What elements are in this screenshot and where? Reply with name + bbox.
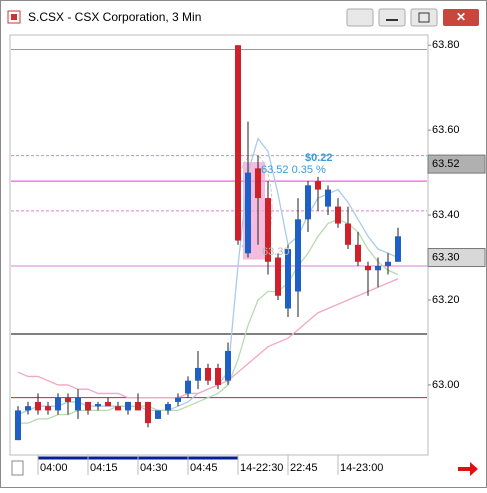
candle-body	[55, 397, 61, 411]
candle-body	[185, 380, 191, 394]
price-marker-label: 63.30	[432, 251, 460, 263]
candle-body	[75, 397, 81, 411]
price-marker	[427, 154, 486, 174]
candle-body	[335, 206, 341, 224]
annotation: $0.22	[305, 152, 333, 164]
y-tick-label: 63.80	[432, 39, 460, 51]
candle-body	[85, 401, 91, 411]
window-title: S.CSX - CSX Corporation, 3 Min	[28, 10, 201, 24]
candle-body	[235, 45, 241, 241]
candle-body	[375, 266, 381, 271]
candle-body	[105, 401, 111, 407]
price-marker	[427, 248, 486, 268]
candle-body	[35, 401, 41, 411]
candle-body	[365, 266, 371, 271]
y-tick-label: 63.20	[432, 294, 460, 306]
x-tick-label: 04:30	[140, 462, 168, 474]
x-tick-label: 04:00	[40, 462, 68, 474]
candle-body	[255, 168, 261, 199]
scroll-box[interactable]	[11, 460, 24, 476]
candle-body	[195, 367, 201, 381]
candle-body	[115, 406, 121, 411]
link-button[interactable]	[346, 8, 374, 27]
maximize-button[interactable]	[410, 8, 438, 27]
candle-body	[325, 189, 331, 207]
candle-body	[215, 367, 221, 385]
candle-body	[145, 401, 151, 424]
annotation: 63.52 0.35 %	[261, 164, 326, 176]
candle-body	[65, 397, 71, 402]
candle-body	[45, 406, 51, 411]
candle-body	[165, 404, 171, 411]
price-marker-label: 63.52	[432, 158, 460, 170]
candle-body	[285, 249, 291, 309]
candle-body	[355, 244, 361, 262]
candle-body	[245, 172, 251, 254]
candle-body	[275, 257, 281, 296]
annotation: 63.30	[262, 246, 290, 258]
candle-body	[205, 367, 211, 381]
x-tick-label: 22:45	[290, 462, 318, 474]
x-tick-label: 04:15	[90, 462, 118, 474]
scroll-arrow[interactable]	[458, 462, 478, 476]
candle-body	[15, 410, 21, 441]
close-glyph: ✕	[456, 10, 466, 24]
maximize-glyph	[418, 12, 430, 23]
candle-body	[345, 223, 351, 245]
ma-line	[17, 278, 399, 399]
close-button[interactable]	[443, 9, 479, 26]
candle-body	[315, 181, 321, 190]
candle-body	[175, 397, 181, 402]
candle-body	[135, 401, 141, 411]
y-tick-label: 63.40	[432, 209, 460, 221]
app-icon-inner	[11, 14, 17, 20]
candle-body	[295, 219, 301, 292]
candle-body	[385, 261, 391, 267]
y-tick-label: 63.00	[432, 379, 460, 391]
ma-line	[18, 218, 399, 424]
minimize-button[interactable]	[378, 8, 406, 27]
candle-body	[225, 350, 231, 381]
candle-body	[155, 410, 161, 419]
x-tick-label: 04:45	[190, 462, 218, 474]
x-tick-label: 14-22:30	[240, 462, 283, 474]
y-tick-label: 63.60	[432, 124, 460, 136]
candle-body	[25, 406, 31, 411]
candle-body	[305, 185, 311, 220]
candle-body	[265, 198, 271, 262]
candle-body	[125, 401, 131, 411]
candle-body	[95, 404, 101, 407]
candle-body	[395, 236, 401, 262]
x-tick-label: 14-23:00	[340, 462, 383, 474]
